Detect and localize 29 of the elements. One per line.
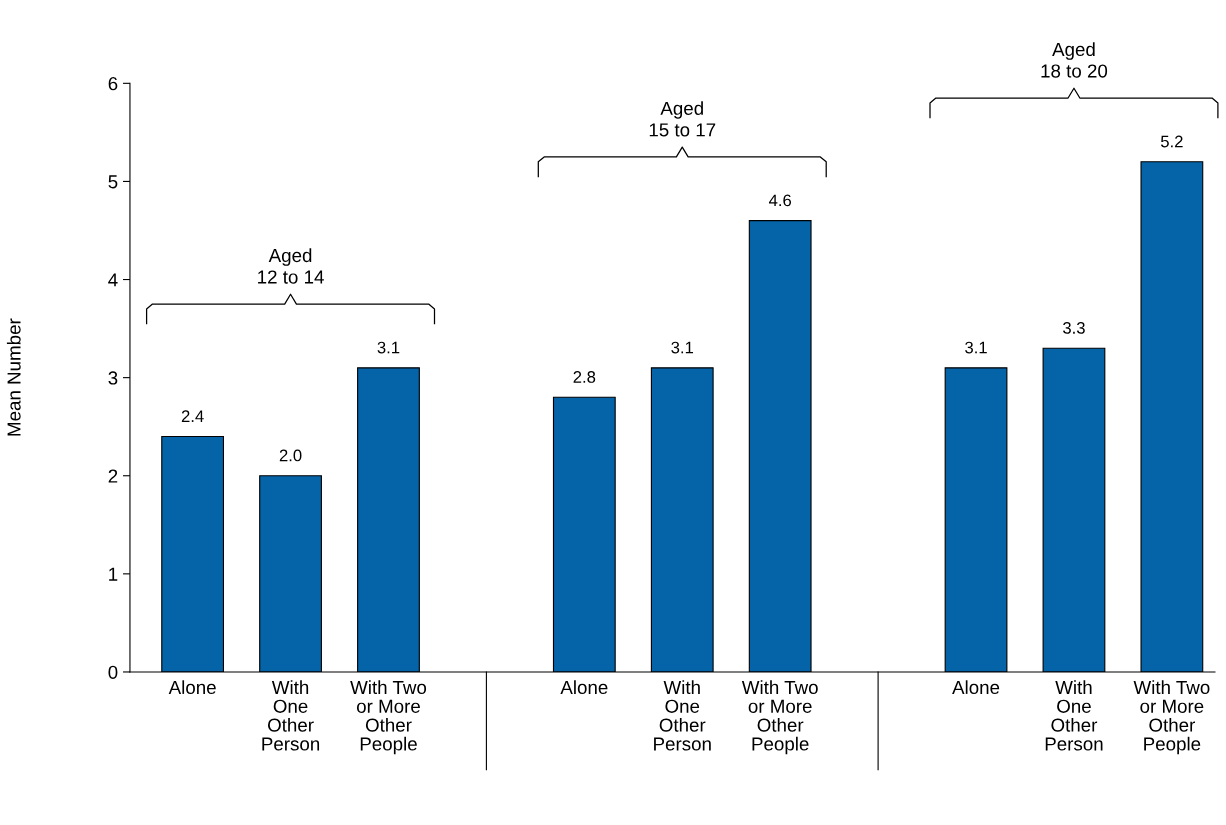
x-tick-label: Alone [168,680,216,695]
text: Aged 18 to 20 [1041,42,1108,78]
data-label: 2.8 [573,371,596,383]
y-tick-label: 3 [108,371,118,385]
data-label: 5.2 [1160,135,1183,148]
data-label: 2.4 [181,410,204,422]
data-label: 2.0 [279,449,302,462]
y-tick-label: 1 [109,567,118,581]
x-tick-label: Alone [560,680,608,695]
y-tick-label: 2 [108,469,118,483]
x-tick-label: With Two or More Other People [350,680,427,755]
data-label: 3.1 [671,341,694,354]
data-label: 3.3 [1063,322,1085,334]
data-label: 4.6 [768,194,792,207]
x-tick-label: With One Other Person [262,680,320,751]
y-axis-title: Mean Number [6,318,21,436]
data-label: 3.1 [965,341,987,354]
x-tick-label: With Two or More Other People [741,680,818,755]
data-label: 3.1 [377,341,400,354]
annotation: Aged 15 to 17 [649,101,716,137]
x-tick-label: With One Other Person [1045,680,1103,751]
x-tick-label: With Two or More Other People [1133,680,1210,755]
y-tick-label: 4 [108,273,118,287]
x-tick-label: With One Other Person [654,680,711,751]
y-tick-label: 5 [108,175,118,189]
annotation: Aged 12 to 14 [258,248,324,284]
y-tick-label: 0 [108,665,118,679]
y-tick-label: 6 [108,77,118,91]
x-tick-label: Alone [952,680,1000,695]
